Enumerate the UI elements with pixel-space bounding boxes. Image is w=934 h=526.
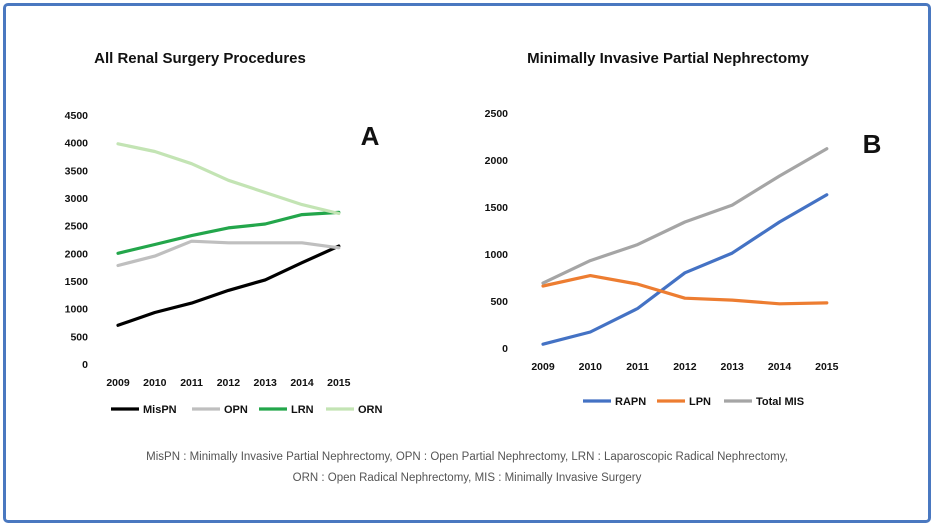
chart-a-legend-label: LRN (291, 404, 314, 416)
chart-a-x-tick-label: 2014 (290, 377, 314, 389)
figure-frame (3, 3, 931, 523)
chart-a-series-line-lrn (116, 210, 341, 255)
chart-b-x-tick-label: 2014 (768, 361, 792, 373)
chart-b-x-tick-label: 2010 (579, 361, 603, 373)
chart-a-series-line-mispn (116, 244, 341, 327)
chart-b-x-tick-label: 2015 (815, 361, 839, 373)
chart-a-y-tick-label: 500 (70, 331, 88, 343)
chart-a-x-tick-label: 2015 (327, 377, 351, 389)
chart-b-y-tick-label: 2500 (485, 108, 509, 120)
chart-a-y-tick-label: 2500 (65, 221, 89, 233)
chart-b-title: Minimally Invasive Partial Nephrectomy (527, 50, 809, 67)
chart-a-x-tick-label: 2011 (180, 377, 203, 389)
chart-a-x-tick-label: 2009 (106, 377, 130, 389)
chart-a-panel-letter: A (361, 121, 380, 151)
chart-b-x-tick-label: 2013 (721, 361, 745, 373)
chart-a-series-line-orn (116, 142, 341, 216)
chart-a-title: All Renal Surgery Procedures (94, 50, 306, 67)
chart-a-y-tick-label: 0 (82, 359, 88, 371)
footnote-line-1: MisPN : Minimally Invasive Partial Nephr… (146, 451, 788, 463)
chart-b-y-tick-label: 0 (502, 343, 508, 355)
chart-a-x-tick-label: 2013 (254, 377, 278, 389)
chart-a-legend-label: ORN (358, 404, 383, 416)
chart-a-legend-label: OPN (224, 404, 248, 416)
chart-b: 0 500 1000 1500 2000 2500 2009 2010 2011 2012 2013… (485, 108, 839, 408)
chart-b-x-tick-label: 2011 (626, 361, 649, 373)
chart-b-legend-label: LPN (689, 396, 711, 408)
chart-b-y-tick-label: 1500 (485, 202, 509, 214)
chart-b-legend-label: RAPN (615, 396, 646, 408)
chart-a-y-tick-label: 3000 (65, 193, 89, 205)
chart-b-y-tick-label: 1000 (485, 249, 509, 261)
chart-b-panel-letter: B (863, 129, 882, 159)
chart-b-x-tick-label: 2012 (673, 361, 697, 373)
chart-a-y-tick-label: 3500 (65, 165, 89, 177)
chart-b-y-tick-label: 500 (490, 296, 508, 308)
chart-a-y-tick-label: 4500 (65, 110, 89, 122)
chart-a-x-tick-label: 2010 (143, 377, 167, 389)
chart-b-y-tick-label: 2000 (485, 155, 509, 167)
chart-b-x-tick-label: 2009 (531, 361, 555, 373)
chart-a-legend-label: MisPN (143, 404, 177, 416)
chart-a-y-tick-label: 1500 (65, 276, 89, 288)
chart-a-y-tick-label: 4000 (65, 138, 89, 150)
chart-a-x-tick-label: 2012 (217, 377, 241, 389)
chart-a: 0 500 1000 1500 2000 2500 3000 3500 4000 4500 2009… (65, 110, 383, 416)
chart-b-series-line-rapn (541, 193, 829, 346)
chart-b-series-line-lpn (541, 274, 829, 306)
chart-a-series-line-opn (116, 239, 341, 268)
chart-b-legend-label: Total MIS (756, 396, 804, 408)
chart-b-series-line-total-mis (541, 147, 829, 285)
footnote-line-2: ORN : Open Radical Nephrectomy, MIS : Mi… (292, 472, 642, 484)
chart-a-y-tick-label: 2000 (65, 248, 89, 260)
chart-a-y-tick-label: 1000 (65, 304, 89, 316)
